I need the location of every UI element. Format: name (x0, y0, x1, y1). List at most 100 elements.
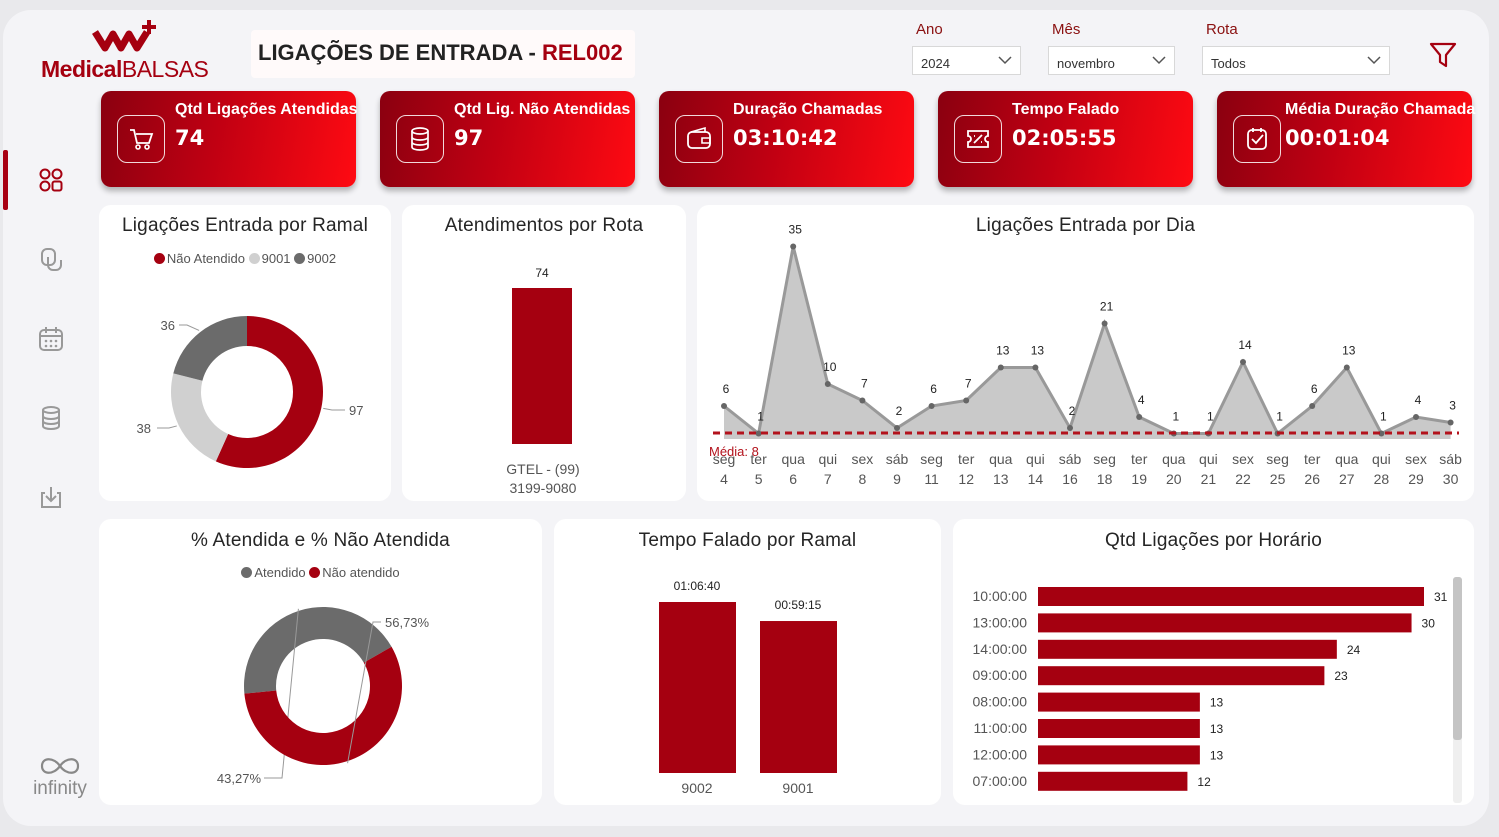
kpi-card-media-duracao: Média Duração Chamada 00:01:04 (1217, 91, 1475, 187)
tick-label: 16 (1062, 471, 1078, 487)
category-label: 3199-9080 (510, 480, 577, 496)
data-point (1309, 403, 1316, 409)
leader-line (264, 608, 299, 779)
data-point (1067, 425, 1073, 431)
filter-rota-value: Todos (1211, 56, 1246, 71)
data-label: 30 (1422, 616, 1436, 630)
data-label: 10 (823, 360, 837, 374)
dashboard: MedicalBALSAS LIGAÇÕES DE ENTRADA - REL0… (3, 10, 1489, 826)
donut-chart: 97 38 36 (137, 316, 363, 468)
donut-slice (171, 373, 229, 462)
data-point (963, 397, 970, 404)
tick-label: qui (1372, 451, 1391, 467)
data-point (790, 243, 797, 250)
legend-item[interactable]: Atendido (241, 565, 306, 580)
donut-slice (215, 316, 324, 468)
legend-item[interactable]: Não Atendido (153, 251, 245, 266)
tick-label: qua (1335, 451, 1359, 467)
legend-label: Atendido (254, 565, 306, 580)
filter-label-rota: Rota (1206, 21, 1238, 38)
legend-item[interactable]: 9001 (248, 251, 291, 266)
card-percent: % Atendida e % Não Atendida Atendido Não… (99, 519, 542, 805)
filter-ano-select[interactable]: 2024 (912, 46, 1021, 75)
filter-rota-select[interactable]: Todos (1202, 46, 1390, 75)
donut-slice (173, 316, 247, 381)
tick-label: 11 (924, 471, 939, 487)
kpi-value: 02:05:55 (1012, 126, 1117, 150)
data-label: 38 (137, 421, 151, 436)
category-label: 9002 (681, 780, 712, 796)
category-label: 14:00:00 (973, 641, 1028, 657)
card-ramal: Ligações Entrada por Ramal Não Atendido … (99, 205, 391, 501)
donut-slice (244, 646, 403, 765)
bar-chart: 74 GTEL - (99) 3199-9080 (506, 266, 579, 496)
series-line (723, 246, 1451, 437)
kpi-value: 97 (454, 126, 484, 150)
kpi-card-atendidas: Qtd Ligações Atendidas 74 (101, 91, 358, 187)
data-label: 1 (1172, 410, 1179, 424)
bar (1038, 745, 1200, 765)
data-label: 24 (1347, 643, 1361, 657)
scrollbar[interactable] (1453, 577, 1462, 803)
sidebar-item-calendar[interactable] (3, 309, 98, 369)
ticket-icon (954, 115, 1002, 163)
category-label: 12:00:00 (973, 746, 1028, 762)
data-label: 35 (789, 223, 803, 237)
data-point (1240, 359, 1246, 365)
filter-icon[interactable] (1428, 40, 1458, 70)
data-point (1413, 414, 1419, 420)
tick-label: ter (1304, 451, 1321, 467)
card-rota: Atendimentos por Rota 74 GTEL - (99) 3199-… (402, 205, 686, 501)
data-label: 56,73% (385, 615, 430, 630)
sidebar-item-download[interactable] (3, 468, 98, 528)
tick-label: 21 (1201, 471, 1217, 487)
data-label: 21 (1100, 300, 1114, 314)
sidebar-item-home[interactable] (3, 150, 98, 210)
data-label: 31 (1434, 590, 1448, 604)
footer-logo: infinity (25, 755, 95, 800)
legend-item[interactable]: Não atendido (309, 565, 400, 580)
card-tempo-ramal: Tempo Falado por Ramal 01:06:40 9002 00:59… (554, 519, 941, 805)
data-label: 6 (723, 382, 730, 396)
tick-label: 14 (1028, 471, 1044, 487)
apps-icon (39, 168, 62, 192)
tick-label: 28 (1374, 471, 1390, 487)
tick-label: seg (1093, 451, 1116, 467)
tick-label: sex (1405, 451, 1427, 467)
data-label: 7 (861, 377, 868, 391)
data-label: 13 (996, 344, 1010, 358)
data-label: 2 (896, 404, 903, 418)
category-label: 08:00:00 (973, 694, 1028, 710)
infinity-icon (40, 758, 80, 774)
data-label: 13 (1210, 696, 1224, 710)
database-icon (41, 406, 60, 430)
scrollbar-thumb[interactable] (1453, 577, 1462, 740)
data-point (1343, 364, 1350, 371)
sidebar-item-copy[interactable] (3, 229, 98, 289)
tick-label: qua (1162, 451, 1186, 467)
page-title: LIGAÇÕES DE ENTRADA - REL002 (251, 30, 635, 78)
bar (760, 621, 837, 773)
hbar-chart: 10:00:00 31 13:00:00 30 14:00:00 24 09:00:00 23… (973, 587, 1448, 791)
tick-label: 9 (893, 471, 901, 487)
kpi-card-duracao: Duração Chamadas 03:10:42 (659, 91, 914, 187)
tick-label: qui (818, 451, 837, 467)
filter-mes-select[interactable]: novembro (1048, 46, 1175, 75)
bar-chart: 01:06:40 9002 00:59:15 9001 (659, 579, 837, 796)
data-point (721, 403, 727, 409)
data-label: 4 (1415, 393, 1422, 407)
sidebar-item-database[interactable] (3, 388, 98, 448)
tick-label: sáb (886, 451, 909, 467)
chart-title: % Atendida e % Não Atendida (191, 530, 450, 551)
data-label: 13 (1210, 722, 1224, 736)
footer-logo-text: infinity (33, 778, 87, 799)
kpi-label: Qtd Lig. Não Atendidas (454, 101, 631, 118)
data-label: 1 (1276, 410, 1283, 424)
legend-item[interactable]: 9002 (294, 251, 336, 266)
logo-text: Medical (41, 56, 122, 82)
calendar-icon (38, 327, 63, 351)
tick-label: sáb (1439, 451, 1462, 467)
data-label: 13 (1031, 344, 1045, 358)
data-point (1101, 320, 1108, 327)
area-chart: 6seg41ter535qua610qui77sex82sáb96seg117t… (709, 223, 1462, 488)
